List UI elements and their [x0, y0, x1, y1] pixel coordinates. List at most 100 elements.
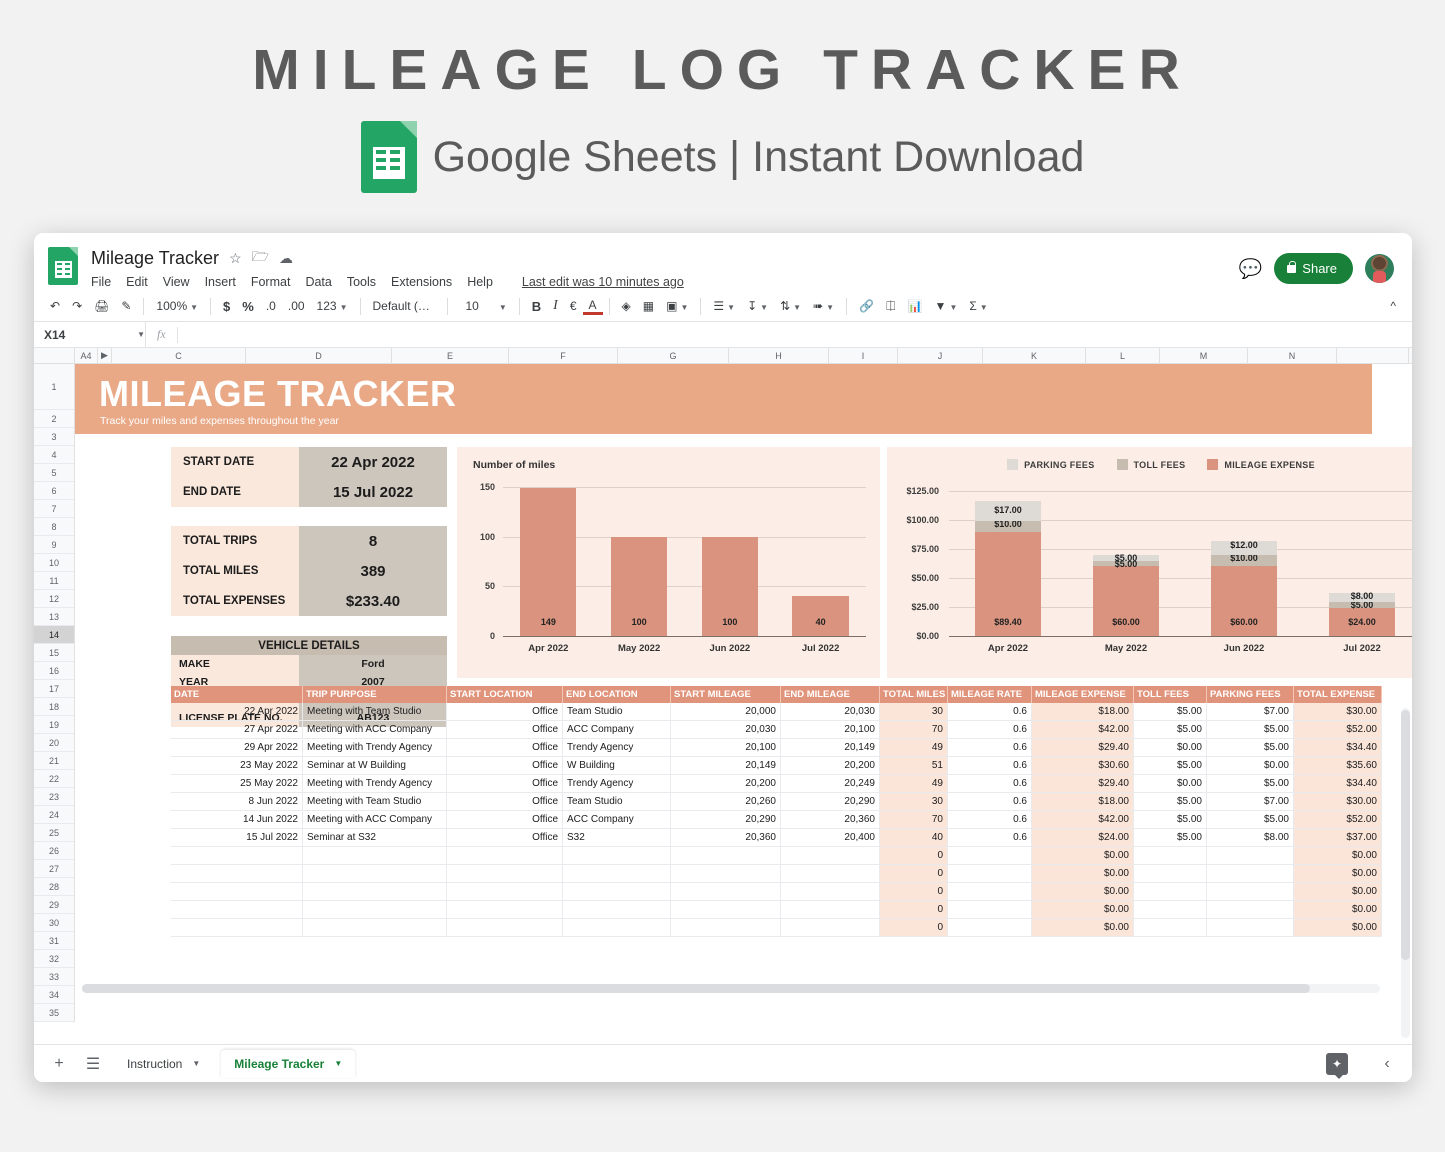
table-cell[interactable]: Team Studio: [563, 703, 671, 720]
table-cell[interactable]: 70: [880, 721, 948, 738]
menu-edit[interactable]: Edit: [126, 275, 148, 289]
table-cell[interactable]: [303, 883, 447, 900]
table-cell[interactable]: 8 Jun 2022: [171, 793, 303, 810]
insert-link-icon[interactable]: 🔗: [859, 299, 874, 313]
table-cell[interactable]: [171, 883, 303, 900]
table-cell[interactable]: $18.00: [1032, 703, 1134, 720]
cloud-saved-icon[interactable]: ☁: [279, 249, 293, 266]
vertical-align-icon[interactable]: ↧ ▼: [747, 299, 769, 313]
table-cell[interactable]: [781, 847, 880, 864]
select-all-corner[interactable]: [34, 348, 75, 363]
undo-icon[interactable]: ↶: [50, 299, 61, 313]
row-number-4[interactable]: 4: [34, 446, 74, 464]
table-cell[interactable]: 0.6: [948, 811, 1032, 828]
table-cell[interactable]: [447, 883, 563, 900]
table-cell[interactable]: 0.6: [948, 793, 1032, 810]
table-cell[interactable]: [447, 901, 563, 918]
table-cell[interactable]: $5.00: [1207, 721, 1294, 738]
menu-help[interactable]: Help: [467, 275, 493, 289]
table-cell[interactable]: Meeting with Team Studio: [303, 703, 447, 720]
table-cell[interactable]: $5.00: [1134, 721, 1207, 738]
row-number-19[interactable]: 19: [34, 716, 74, 734]
row-number-10[interactable]: 10: [34, 554, 74, 572]
row-number-11[interactable]: 11: [34, 572, 74, 590]
column-header-n[interactable]: N: [1248, 348, 1337, 363]
row-number-32[interactable]: 32: [34, 950, 74, 968]
table-cell[interactable]: [1207, 847, 1294, 864]
table-cell[interactable]: 20,360: [781, 811, 880, 828]
table-cell[interactable]: 20,200: [781, 757, 880, 774]
table-cell[interactable]: [447, 865, 563, 882]
table-cell[interactable]: [1134, 901, 1207, 918]
table-cell[interactable]: 0.6: [948, 739, 1032, 756]
currency-format-button[interactable]: $: [223, 298, 231, 314]
table-cell[interactable]: [303, 919, 447, 936]
table-cell[interactable]: 0: [880, 919, 948, 936]
column-header-f[interactable]: F: [509, 348, 618, 363]
table-cell[interactable]: $18.00: [1032, 793, 1134, 810]
row-number-5[interactable]: 5: [34, 464, 74, 482]
more-formats-button[interactable]: 123 ▼: [316, 299, 348, 313]
row-number-28[interactable]: 28: [34, 878, 74, 896]
table-cell[interactable]: [948, 847, 1032, 864]
table-cell[interactable]: 0: [880, 847, 948, 864]
table-cell[interactable]: 49: [880, 739, 948, 756]
row-number-35[interactable]: 35: [34, 1004, 74, 1022]
column-header-c[interactable]: C: [112, 348, 246, 363]
table-cell[interactable]: 20,030: [671, 721, 781, 738]
table-cell[interactable]: $5.00: [1134, 793, 1207, 810]
add-sheet-icon[interactable]: +: [54, 1054, 64, 1072]
table-cell[interactable]: $0.00: [1032, 901, 1134, 918]
menu-insert[interactable]: Insert: [204, 275, 236, 289]
merge-cells-icon[interactable]: ▣ ▼: [666, 299, 689, 313]
text-rotation-icon[interactable]: ➠ ▼: [813, 299, 835, 313]
table-cell[interactable]: $0.00: [1294, 865, 1382, 882]
table-cell[interactable]: $5.00: [1134, 703, 1207, 720]
table-cell[interactable]: Seminar at S32: [303, 829, 447, 846]
table-cell[interactable]: [171, 865, 303, 882]
row-number-1[interactable]: 1: [34, 364, 74, 410]
row-number-12[interactable]: 12: [34, 590, 74, 608]
text-color-button[interactable]: A: [582, 298, 603, 315]
print-icon[interactable]: 🖨: [94, 299, 110, 313]
table-cell[interactable]: $0.00: [1294, 883, 1382, 900]
chevron-down-icon[interactable]: ▼: [192, 1059, 201, 1068]
table-cell[interactable]: 0.6: [948, 703, 1032, 720]
table-cell[interactable]: [1207, 883, 1294, 900]
table-cell[interactable]: 0.6: [948, 721, 1032, 738]
table-cell[interactable]: $5.00: [1207, 739, 1294, 756]
table-cell[interactable]: 20,290: [671, 811, 781, 828]
table-cell[interactable]: Meeting with Team Studio: [303, 793, 447, 810]
last-edit-status[interactable]: Last edit was 10 minutes ago: [521, 275, 684, 289]
row-number-16[interactable]: 16: [34, 662, 74, 680]
table-cell[interactable]: 20,100: [781, 721, 880, 738]
table-cell[interactable]: 30: [880, 703, 948, 720]
italic-button[interactable]: I: [553, 298, 558, 313]
column-header-a4[interactable]: A4: [75, 348, 98, 363]
table-cell[interactable]: 20,149: [781, 739, 880, 756]
table-cell[interactable]: 20,030: [781, 703, 880, 720]
star-icon[interactable]: ☆: [229, 249, 242, 266]
menu-tools[interactable]: Tools: [346, 275, 377, 289]
table-row[interactable]: 27 Apr 2022 Meeting with ACC Company Offic…: [171, 721, 1382, 739]
column-header-k[interactable]: K: [983, 348, 1086, 363]
table-cell[interactable]: [303, 901, 447, 918]
table-cell[interactable]: W Building: [563, 757, 671, 774]
table-cell[interactable]: $42.00: [1032, 721, 1134, 738]
table-cell[interactable]: [671, 919, 781, 936]
bold-button[interactable]: B: [531, 298, 542, 314]
table-cell[interactable]: $0.00: [1032, 883, 1134, 900]
formula-input[interactable]: [176, 326, 1412, 343]
table-cell[interactable]: $0.00: [1032, 847, 1134, 864]
table-cell[interactable]: [447, 919, 563, 936]
strikethrough-button[interactable]: €: [569, 299, 577, 313]
row-number-30[interactable]: 30: [34, 914, 74, 932]
functions-icon[interactable]: Σ ▼: [969, 299, 988, 313]
table-row[interactable]: 0 $0.00 $0.00: [171, 865, 1382, 883]
table-cell[interactable]: Office: [447, 793, 563, 810]
insert-comment-icon[interactable]: ⎅: [885, 298, 896, 313]
column-header-h[interactable]: H: [729, 348, 829, 363]
table-cell[interactable]: [447, 847, 563, 864]
table-row[interactable]: 29 Apr 2022 Meeting with Trendy Agency Off…: [171, 739, 1382, 757]
table-cell[interactable]: [948, 883, 1032, 900]
